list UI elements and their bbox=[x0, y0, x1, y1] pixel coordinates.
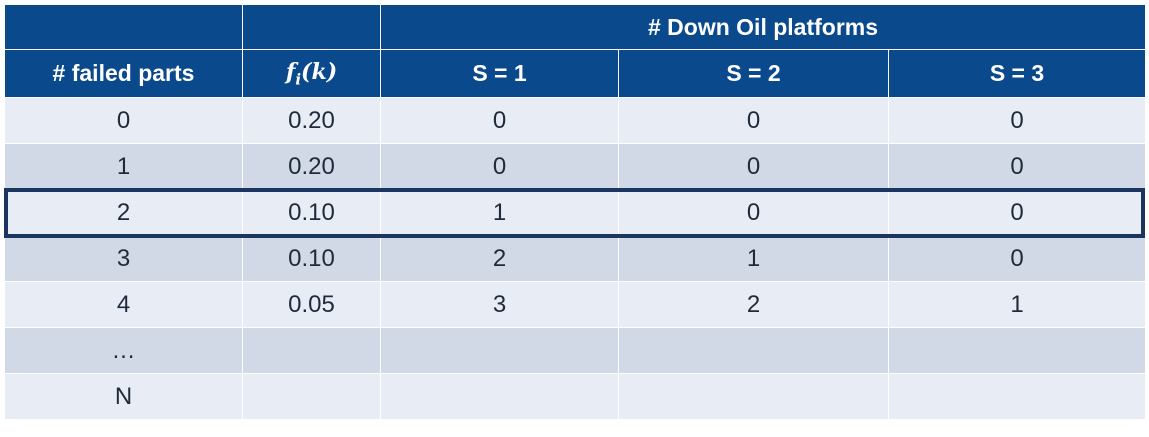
cell-failed-parts: 2 bbox=[4, 189, 243, 236]
cell-failed-parts: 1 bbox=[4, 143, 243, 190]
header-empty-cell-2 bbox=[242, 4, 381, 50]
table-row: 1 0.20 0 0 0 bbox=[4, 143, 1147, 190]
cell-s1 bbox=[380, 373, 619, 420]
cell-s2: 0 bbox=[618, 143, 889, 190]
cell-s3: 0 bbox=[887, 189, 1147, 236]
header-f-symbol: f bbox=[285, 59, 296, 86]
table-row: … bbox=[4, 327, 1147, 374]
cell-s2: 2 bbox=[618, 281, 889, 328]
cell-s3: 1 bbox=[887, 281, 1147, 328]
table-row: 2 0.10 1 0 0 bbox=[4, 189, 1147, 236]
table-row: N bbox=[4, 373, 1147, 420]
cell-s1: 0 bbox=[380, 97, 619, 144]
down-platforms-table: # Down Oil platforms # failed parts fi(k… bbox=[4, 4, 1147, 420]
cell-s1: 1 bbox=[380, 189, 619, 236]
header-s1: S = 1 bbox=[380, 49, 619, 98]
cell-s2 bbox=[618, 327, 889, 374]
cell-s2: 0 bbox=[618, 97, 889, 144]
cell-f-value bbox=[242, 327, 381, 374]
cell-f-value: 0.20 bbox=[242, 97, 381, 144]
cell-f-value bbox=[242, 373, 381, 420]
cell-f-value: 0.10 bbox=[242, 235, 381, 282]
down-platforms-table-container: # Down Oil platforms # failed parts fi(k… bbox=[4, 4, 1147, 420]
cell-f-value: 0.10 bbox=[242, 189, 381, 236]
cell-s3: 0 bbox=[887, 97, 1147, 144]
header-columns-row: # failed parts fi(k) S = 1 S = 2 S = 3 bbox=[4, 49, 1147, 98]
header-f-of-k: fi(k) bbox=[242, 49, 381, 98]
header-failed-parts: # failed parts bbox=[4, 49, 243, 98]
cell-s2 bbox=[618, 373, 889, 420]
cell-f-value: 0.05 bbox=[242, 281, 381, 328]
table-row: 3 0.10 2 1 0 bbox=[4, 235, 1147, 282]
header-f-argument: (k) bbox=[301, 59, 338, 86]
cell-s1: 2 bbox=[380, 235, 619, 282]
cell-s3 bbox=[887, 327, 1147, 374]
cell-s3 bbox=[887, 373, 1147, 420]
header-empty-cell-1 bbox=[4, 4, 243, 50]
cell-failed-parts: … bbox=[4, 327, 243, 374]
header-s2: S = 2 bbox=[618, 49, 889, 98]
cell-s3: 0 bbox=[887, 143, 1147, 190]
cell-failed-parts: 4 bbox=[4, 281, 243, 328]
cell-s1 bbox=[380, 327, 619, 374]
table-row: 0 0.20 0 0 0 bbox=[4, 97, 1147, 144]
header-f-subscript: i bbox=[295, 70, 302, 89]
header-s3: S = 3 bbox=[887, 49, 1147, 98]
header-down-oil-platforms: # Down Oil platforms bbox=[379, 4, 1147, 50]
cell-failed-parts: 0 bbox=[4, 97, 243, 144]
header-group-row: # Down Oil platforms bbox=[4, 4, 1147, 50]
cell-s2: 1 bbox=[618, 235, 889, 282]
cell-failed-parts: 3 bbox=[4, 235, 243, 282]
cell-s1: 0 bbox=[380, 143, 619, 190]
cell-s1: 3 bbox=[380, 281, 619, 328]
cell-s3: 0 bbox=[887, 235, 1147, 282]
table-row: 4 0.05 3 2 1 bbox=[4, 281, 1147, 328]
cell-s2: 0 bbox=[618, 189, 889, 236]
cell-failed-parts: N bbox=[4, 373, 243, 420]
cell-f-value: 0.20 bbox=[242, 143, 381, 190]
